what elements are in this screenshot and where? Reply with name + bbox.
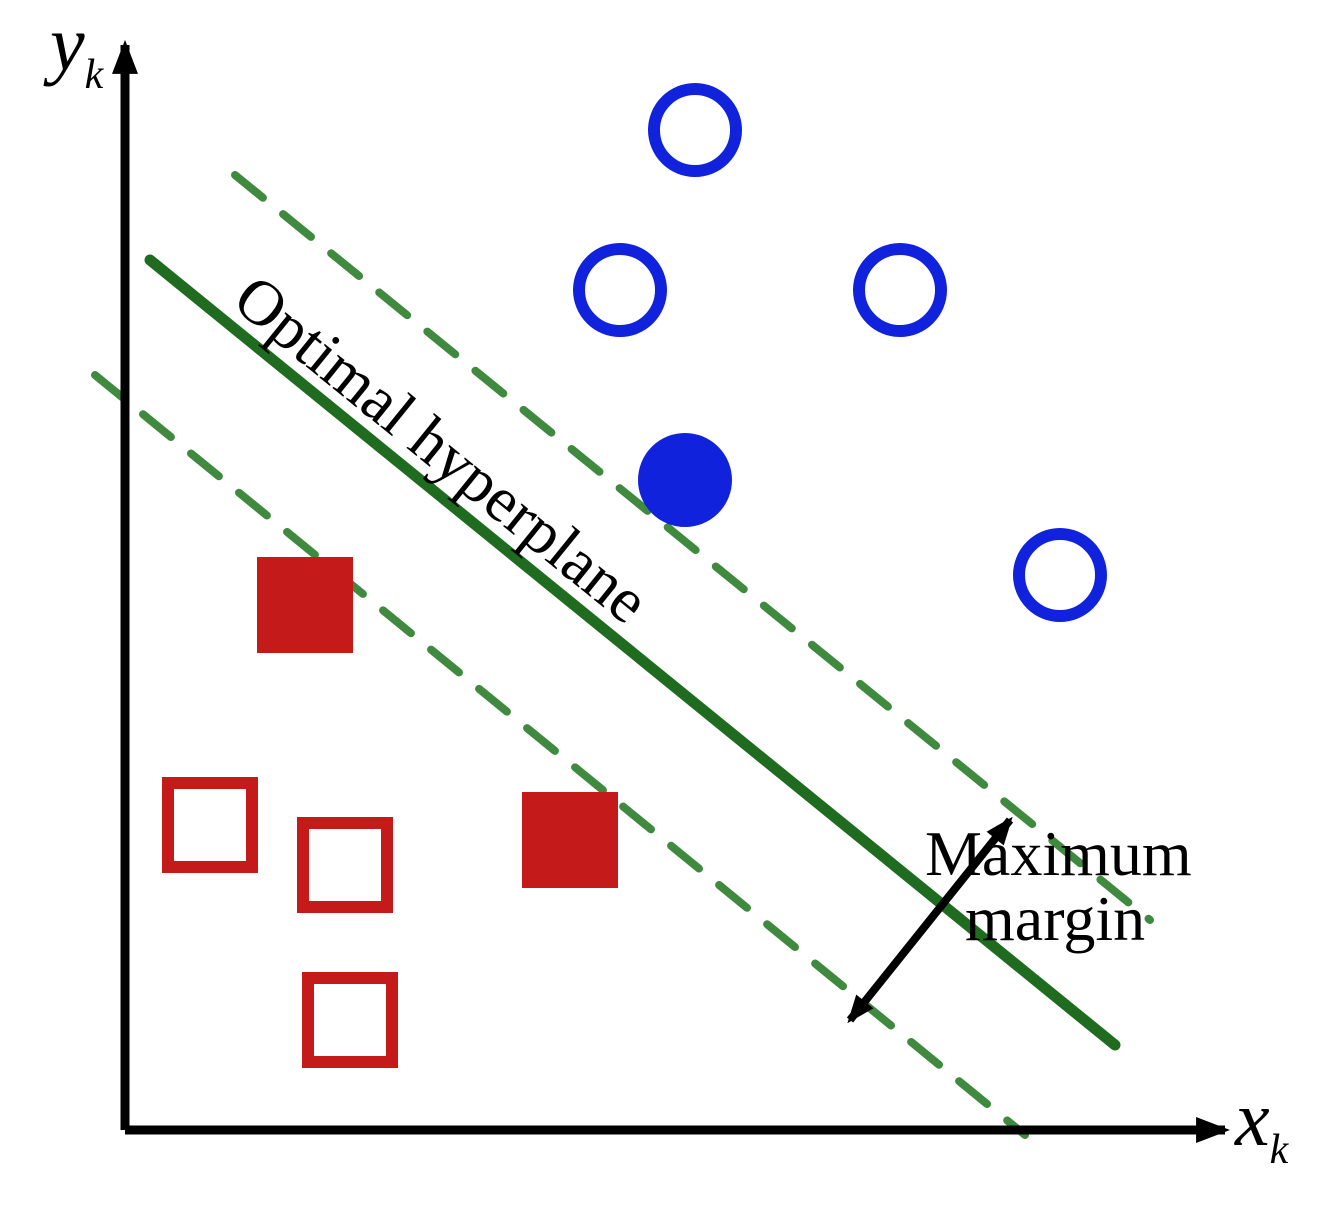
x-axis-label: xk [1234,1075,1290,1173]
margin-lower [95,375,1025,1135]
class-a-point [654,89,736,171]
class-b-point [303,823,387,907]
margin-label-2: margin [965,883,1145,954]
margin-upper [235,175,1150,920]
y-axis-label: yk [43,0,105,98]
support-vector-circle [644,439,726,521]
class-a-point [579,249,661,331]
support-vector-square [263,563,347,647]
margin-label-1: Maximum [925,818,1192,889]
support-vector-square [528,798,612,882]
class-a-point [859,249,941,331]
class-b-point [308,978,392,1062]
class-a-point [1019,534,1101,616]
class-b-point [168,783,252,867]
